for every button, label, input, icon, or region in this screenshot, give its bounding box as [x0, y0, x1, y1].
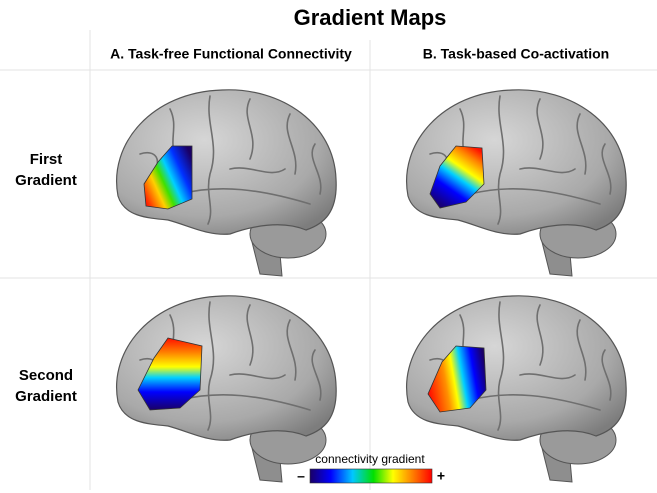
column-header: A. Task-free Functional Connectivity — [110, 46, 352, 62]
row-label: First — [30, 151, 63, 168]
brain-map — [407, 90, 627, 276]
row-label: Gradient — [15, 388, 77, 405]
page: {"title": "Gradient Maps", "columns": ["… — [0, 0, 657, 493]
column-header: B. Task-based Co-activation — [423, 46, 609, 62]
figure: Gradient Maps A. Task-free Functional Co… — [0, 0, 657, 493]
brain-map — [407, 296, 627, 482]
colorbar-min: – — [297, 468, 305, 484]
colorbar — [310, 469, 432, 483]
brain-map — [117, 90, 337, 276]
colorbar-label: connectivity gradient — [315, 452, 425, 466]
row-label: Second — [19, 367, 73, 384]
colorbar-max: + — [437, 468, 445, 484]
row-label: Gradient — [15, 172, 77, 189]
brain-map — [117, 296, 337, 482]
figure-title: Gradient Maps — [294, 5, 447, 30]
body: Gradient Maps A. Task-free Functional Co… — [0, 0, 657, 493]
